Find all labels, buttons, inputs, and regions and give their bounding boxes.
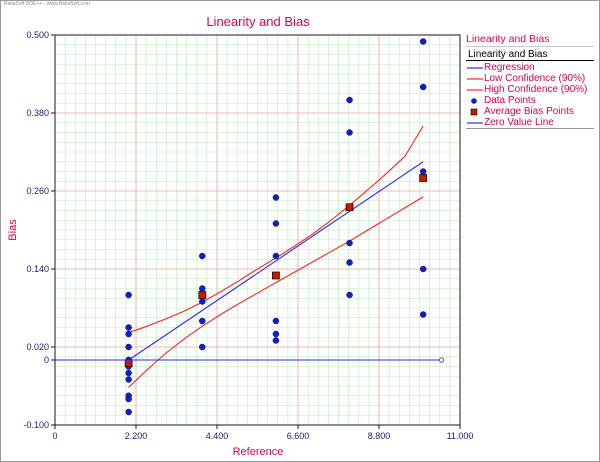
- data-point: [125, 291, 132, 299]
- legend-item: Regression: [466, 62, 594, 73]
- legend-swatch: [470, 108, 478, 116]
- y-tick-label: 0.020: [26, 342, 49, 352]
- legend-swatch: [467, 78, 483, 80]
- data-point: [419, 83, 427, 91]
- data-point: [125, 408, 132, 416]
- zero-line-end-marker: [438, 357, 445, 363]
- x-tick-label: 6.600: [287, 431, 310, 441]
- data-point: [272, 317, 280, 325]
- data-point: [272, 330, 280, 338]
- legend-divider: [466, 128, 594, 129]
- legend-swatch: [467, 89, 483, 91]
- data-point: [346, 129, 353, 136]
- series-regression-line: [128, 161, 424, 361]
- data-point: [199, 252, 206, 260]
- average-bias-point: [272, 271, 280, 280]
- y-axis-title: Bias: [7, 219, 19, 241]
- legend-entries: Regression Low Confidence (90%) High Confi…: [466, 62, 594, 128]
- data-point: [125, 395, 132, 403]
- average-bias-point: [345, 203, 354, 212]
- data-point: [272, 220, 280, 227]
- data-point: [419, 38, 427, 45]
- data-point: [125, 330, 132, 338]
- legend-label: Data Points: [484, 95, 536, 106]
- data-point: [125, 324, 132, 331]
- data-point: [346, 96, 353, 104]
- data-point: [125, 369, 132, 377]
- y-tick-label: -0.100: [23, 420, 49, 430]
- data-point: [272, 194, 280, 201]
- legend-label: Zero Value Line: [484, 117, 554, 128]
- legend-item: Data Points: [466, 95, 594, 106]
- data-point: [346, 239, 353, 247]
- data-point: [199, 317, 206, 325]
- legend-subtitle: Linearity and Bias: [466, 49, 594, 61]
- data-point: [125, 376, 132, 383]
- grid: [55, 35, 460, 425]
- watermark-text: ReliaSoft DOE++ - www.ReliaSoft.com: [4, 1, 90, 7]
- data-point: [346, 259, 353, 266]
- y-tick-label: 0.500: [26, 30, 49, 40]
- y-tick-label: 0.260: [26, 186, 49, 196]
- average-bias-point: [419, 174, 428, 182]
- legend-square-swatch: [470, 108, 478, 116]
- x-tick-label: 4.400: [206, 431, 229, 441]
- series-layer: [55, 38, 445, 416]
- data-point: [272, 252, 280, 260]
- legend-label: Regression: [484, 62, 535, 73]
- data-point: [199, 298, 206, 305]
- data-point: [125, 343, 132, 351]
- legend-label: High Confidence (90%): [484, 84, 588, 95]
- legend-dot-swatch: [471, 98, 477, 104]
- data-point: [199, 343, 206, 351]
- x-tick-label: 0: [52, 431, 57, 441]
- legend-swatch: [467, 67, 483, 69]
- legend-item: Zero Value Line: [466, 117, 594, 128]
- legend-swatch: [467, 122, 483, 124]
- data-point: [199, 285, 206, 292]
- axes: 0 2.200 4.400 6.600 8.800 11.000 0.500 0.380 0.2…: [23, 30, 473, 441]
- legend: Linearity and Bias Linearity and Bias Re…: [466, 34, 594, 129]
- data-point: [346, 291, 353, 299]
- legend-item: Low Confidence (90%): [466, 73, 594, 84]
- legend-label: Average Bias Points: [484, 106, 574, 117]
- chart-title: Linearity and Bias: [206, 14, 310, 29]
- legend-title: Linearity and Bias: [466, 34, 594, 47]
- legend-item: Average Bias Points: [466, 106, 594, 117]
- data-point: [419, 168, 427, 175]
- y-tick-label: 0: [44, 355, 49, 365]
- plot-border: [54, 34, 461, 426]
- x-tick-label: 8.800: [368, 431, 391, 441]
- data-point: [419, 265, 427, 273]
- data-point: [419, 311, 427, 318]
- y-tick-label: 0.380: [26, 108, 49, 118]
- x-tick-label: 2.200: [125, 431, 148, 441]
- average-bias-point: [198, 291, 207, 299]
- average-bias-point: [124, 359, 133, 368]
- y-tick-label: 0.140: [26, 264, 49, 274]
- x-axis-title: Reference: [233, 446, 284, 458]
- legend-swatch: [471, 98, 477, 104]
- x-tick-label: 11.000: [447, 431, 474, 441]
- data-point: [272, 337, 280, 344]
- legend-item: High Confidence (90%): [466, 84, 594, 95]
- legend-label: Low Confidence (90%): [484, 73, 586, 84]
- series-low-confidence-90-line: [128, 196, 424, 388]
